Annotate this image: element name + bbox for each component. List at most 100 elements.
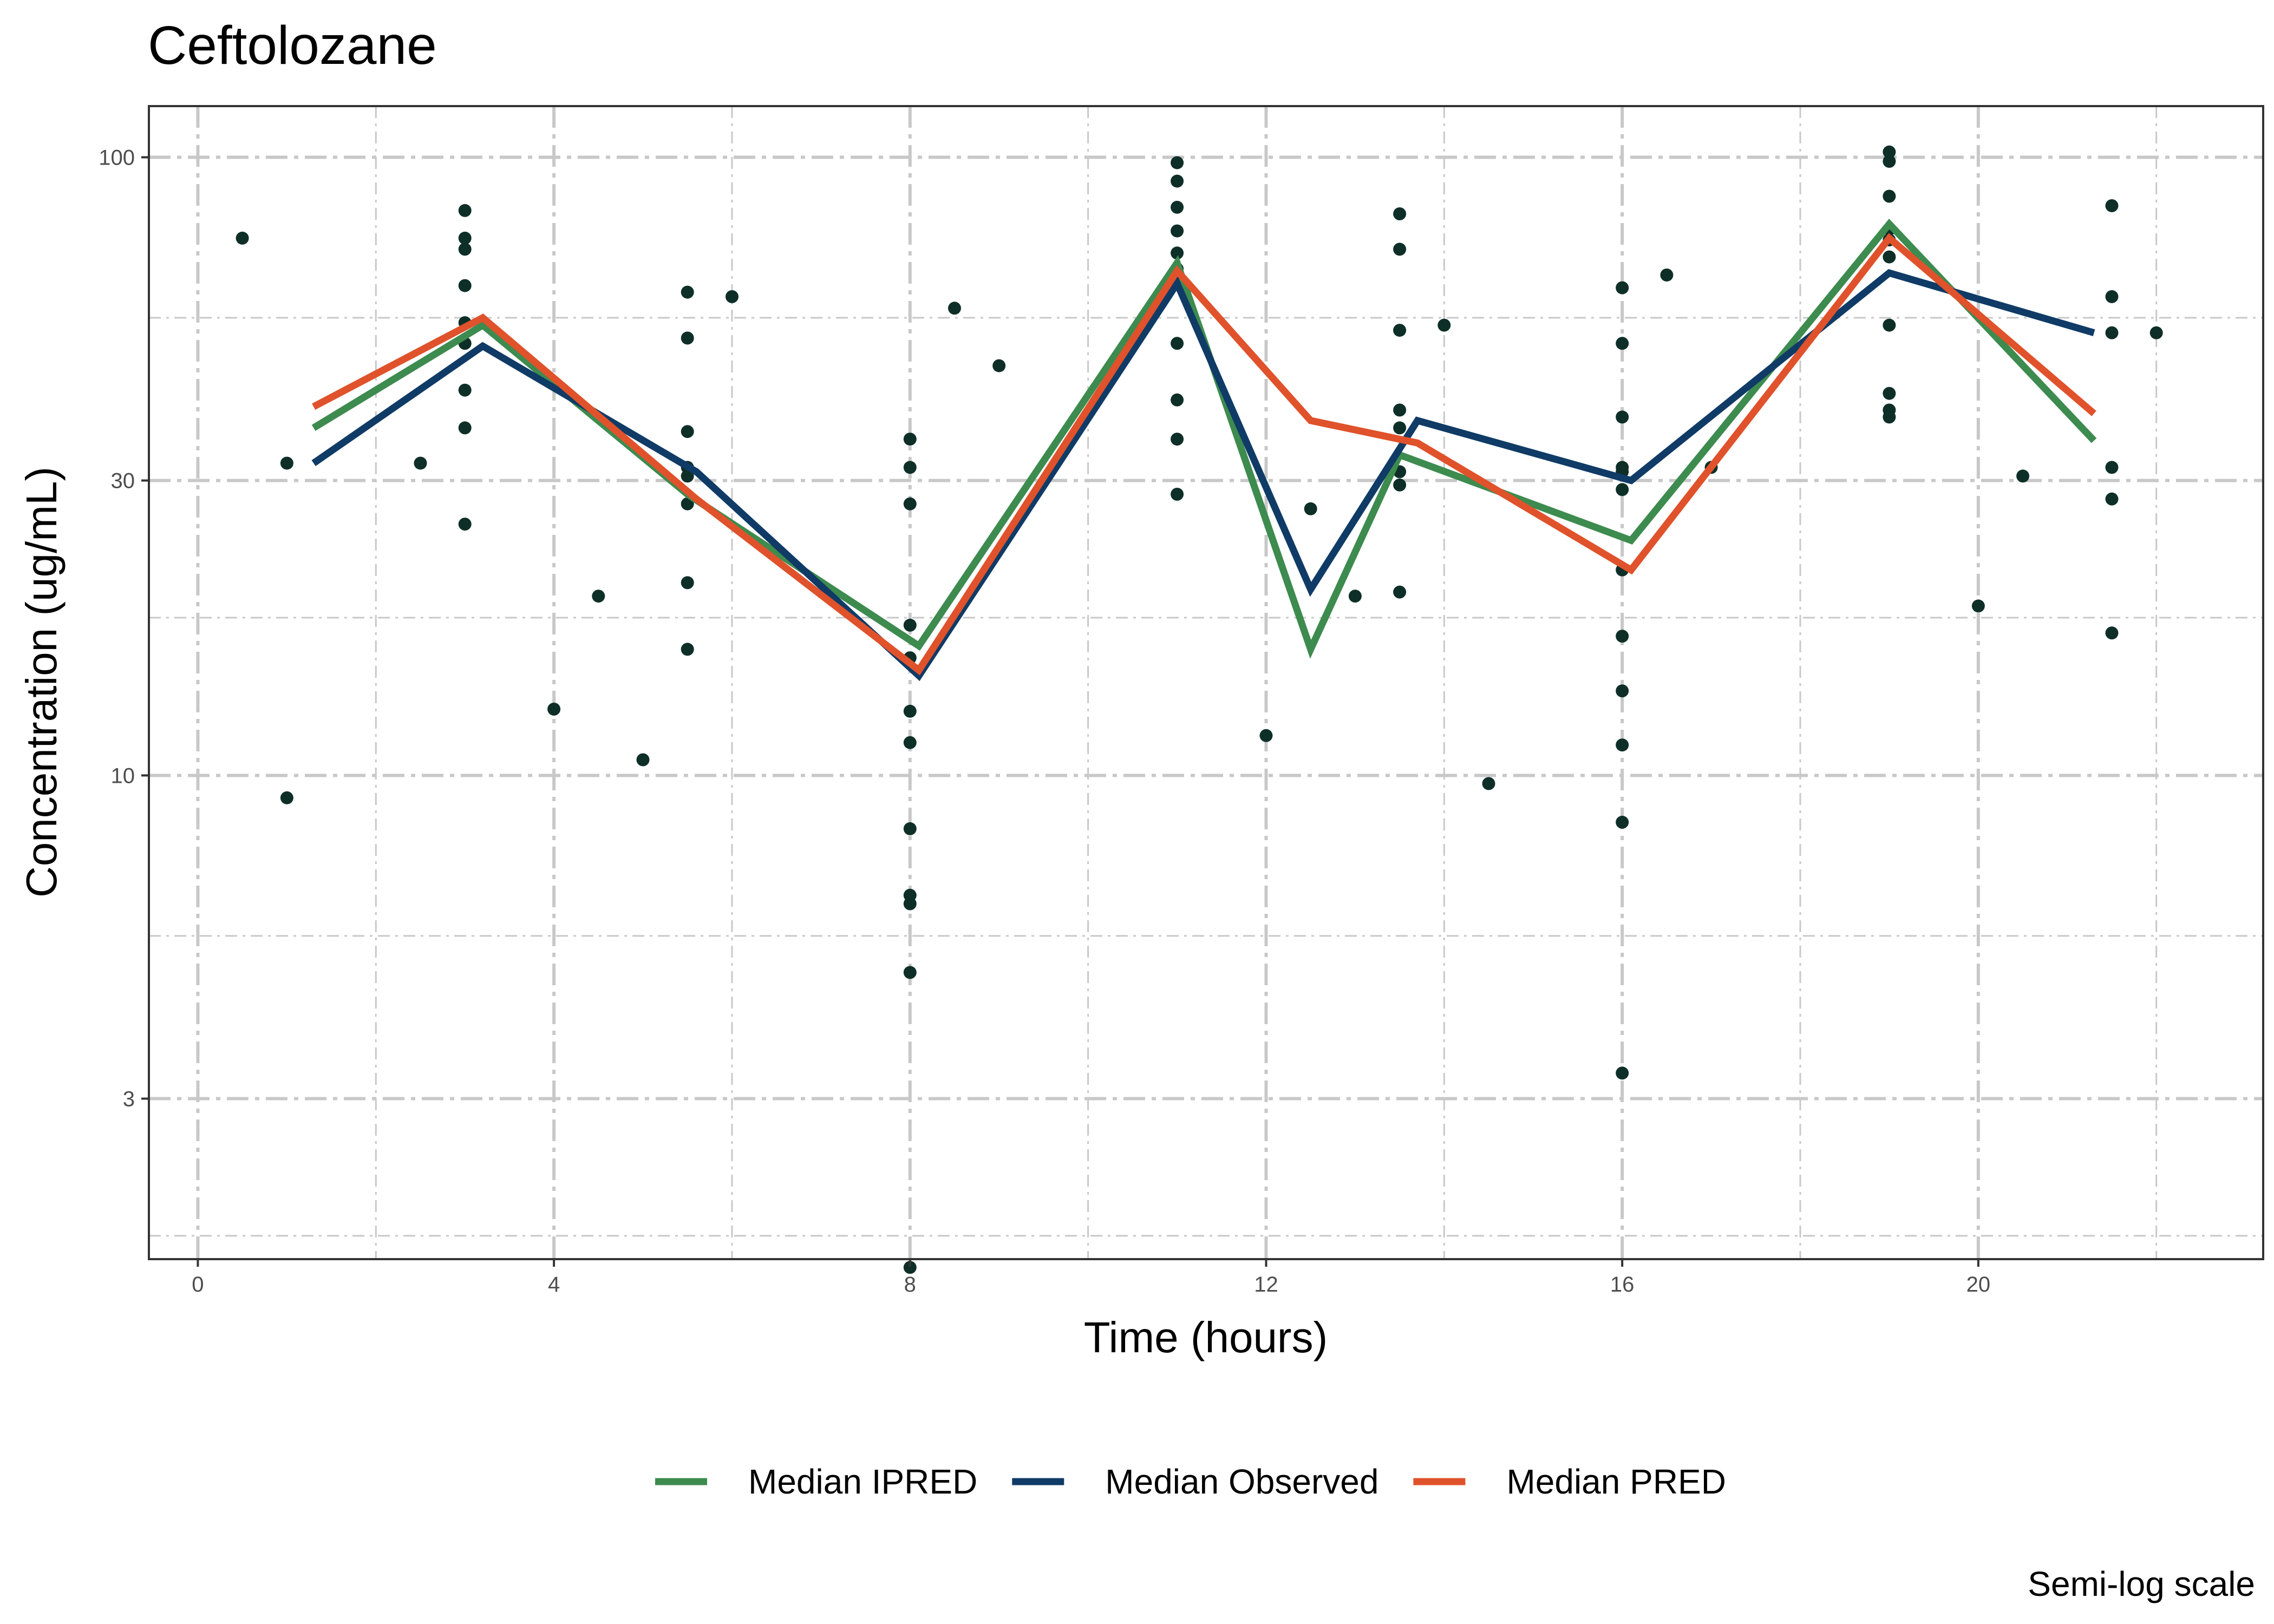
observed-point xyxy=(2105,290,2119,303)
observed-point xyxy=(1393,403,1407,417)
y-tick-label: 30 xyxy=(111,469,135,493)
x-tick-label: 4 xyxy=(548,1273,560,1296)
observed-point xyxy=(1616,483,1629,496)
observed-point xyxy=(2016,469,2030,483)
chart-title: Ceftolozane xyxy=(148,15,437,76)
grid xyxy=(149,106,2263,1259)
observed-point xyxy=(681,643,694,656)
x-tick-label: 0 xyxy=(192,1273,204,1296)
observed-point xyxy=(903,497,917,510)
observed-point xyxy=(2105,326,2119,339)
observed-point xyxy=(1883,250,1896,264)
observed-point xyxy=(1171,246,1184,260)
observed-point xyxy=(1393,421,1407,435)
observed-point xyxy=(1616,815,1629,829)
observed-point xyxy=(681,285,694,299)
observed-point xyxy=(1482,777,1495,790)
observed-point xyxy=(592,590,605,603)
observed-point xyxy=(681,576,694,590)
observed-point xyxy=(2105,461,2119,474)
observed-point xyxy=(903,822,917,835)
x-axis-title: Time (hours) xyxy=(1084,1313,1328,1361)
observed-point xyxy=(1393,585,1407,599)
observed-point xyxy=(1616,281,1629,294)
observed-point xyxy=(414,456,427,470)
observed-point xyxy=(458,421,472,435)
observed-point xyxy=(1883,387,1896,400)
observed-point xyxy=(1171,488,1184,501)
observed-point xyxy=(1393,243,1407,256)
plot-panel xyxy=(148,105,2264,1260)
axis-ticks: 0 4 8 12 16 20 3 10 30 100 xyxy=(99,146,1990,1296)
observed-point xyxy=(1883,189,1896,203)
observed-point xyxy=(2105,626,2119,640)
y-axis-title: Concentration (ug/mL) xyxy=(17,467,66,898)
observed-point xyxy=(1616,337,1629,350)
observed-point xyxy=(458,279,472,292)
observed-point xyxy=(948,302,961,315)
observed-point xyxy=(1171,224,1184,238)
observed-point xyxy=(2105,199,2119,212)
x-tick-label: 12 xyxy=(1254,1273,1278,1296)
observed-point xyxy=(903,736,917,749)
observed-point xyxy=(1171,200,1184,214)
observed-point xyxy=(1883,145,1896,159)
observed-point xyxy=(1971,599,1985,613)
observed-point xyxy=(681,469,694,483)
observed-point xyxy=(1171,174,1184,188)
observed-point xyxy=(1437,318,1451,332)
y-tick-label: 10 xyxy=(111,764,135,788)
median-lines xyxy=(311,218,2097,682)
observed-point xyxy=(1883,155,1896,168)
series-line-median-ipred xyxy=(311,218,2097,659)
observed-point xyxy=(458,383,472,397)
observed-point xyxy=(903,966,917,979)
observed-point xyxy=(1660,269,1674,281)
legend: Median IPRED Median Observed Median PRED xyxy=(655,1462,1726,1501)
observed-point xyxy=(1171,393,1184,407)
observed-point xyxy=(1393,207,1407,220)
legend-label-median-ipred: Median IPRED xyxy=(748,1462,977,1501)
observed-point xyxy=(903,897,917,911)
observed-point xyxy=(1616,738,1629,752)
observed-point xyxy=(1616,684,1629,698)
observed-point xyxy=(1393,324,1407,337)
observed-point xyxy=(1304,502,1317,515)
observed-point xyxy=(458,243,472,256)
observed-point xyxy=(2105,492,2119,506)
observed-point xyxy=(1393,478,1407,492)
x-tick-label: 20 xyxy=(1966,1273,1991,1296)
observed-point xyxy=(280,456,293,470)
observed-point xyxy=(458,518,472,531)
x-tick-label: 8 xyxy=(904,1273,916,1296)
observed-points xyxy=(236,145,2163,1274)
observed-point xyxy=(903,433,917,446)
y-tick-label: 100 xyxy=(99,146,135,170)
legend-label-median-pred: Median PRED xyxy=(1506,1462,1726,1501)
observed-point xyxy=(681,331,694,345)
observed-point xyxy=(1171,156,1184,169)
observed-point xyxy=(1616,1066,1629,1080)
observed-point xyxy=(236,231,249,245)
observed-point xyxy=(547,703,561,716)
observed-point xyxy=(1259,729,1273,742)
y-tick-label: 3 xyxy=(123,1088,135,1111)
observed-point xyxy=(903,1261,917,1274)
legend-label-median-observed: Median Observed xyxy=(1105,1462,1378,1501)
observed-point xyxy=(1348,590,1362,603)
observed-point xyxy=(1171,337,1184,350)
observed-point xyxy=(1883,410,1896,424)
observed-point xyxy=(1883,318,1896,332)
observed-point xyxy=(903,461,917,474)
observed-point xyxy=(1616,410,1629,424)
observed-point xyxy=(992,359,1006,372)
observed-point xyxy=(903,618,917,632)
observed-point xyxy=(1171,433,1184,446)
observed-point xyxy=(681,425,694,438)
observed-point xyxy=(458,204,472,217)
observed-point xyxy=(726,290,739,303)
series-line-median-pred xyxy=(312,233,2096,676)
observed-point xyxy=(458,231,472,245)
observed-point xyxy=(681,497,694,510)
